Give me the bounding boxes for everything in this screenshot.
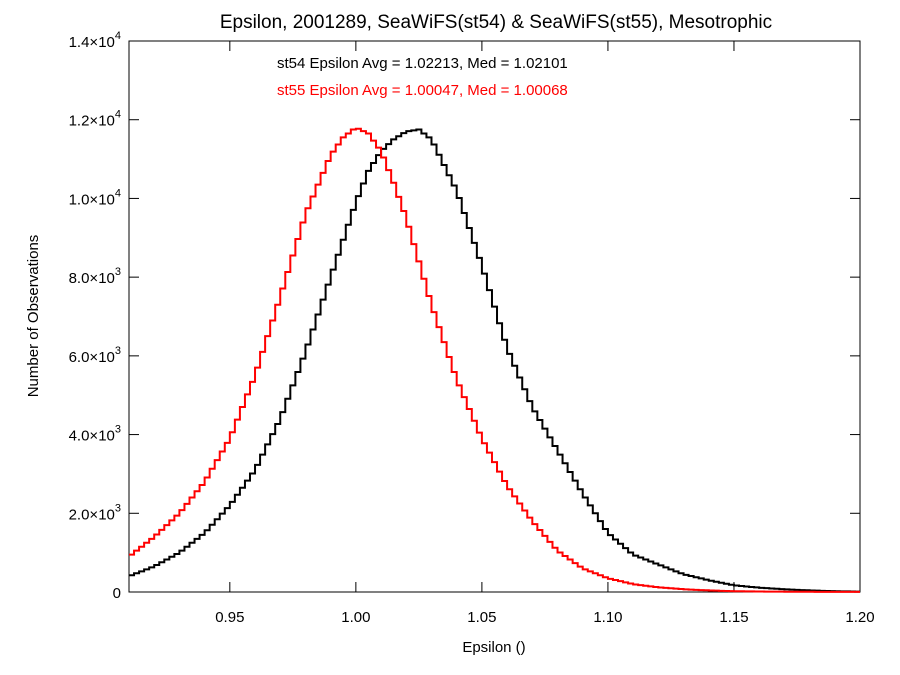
y-tick-label: 8.0×103: [69, 266, 121, 287]
series-line-st55: [129, 127, 860, 593]
x-axis: 0.95 1.00 1.05 1.10 1.15 1.20: [215, 41, 875, 626]
y-tick-label: 6.0×103: [69, 345, 121, 366]
y-tick-label: 0: [113, 585, 121, 602]
chart-title: Epsilon, 2001289, SeaWiFS(st54) & SeaWiF…: [220, 12, 772, 33]
x-tick-label: 1.10: [593, 609, 622, 626]
series-line-st54: [129, 128, 860, 593]
y-tick-label: 1.0×104: [69, 187, 121, 208]
annotation-st54: st54 Epsilon Avg = 1.02213, Med = 1.0210…: [277, 55, 568, 72]
y-tick-label: 1.4×104: [69, 30, 121, 51]
y-tick-label: 4.0×103: [69, 424, 121, 445]
y-axis: 0 2.0×103 4.0×103 6.0×103 8.0×103 1.0×104 1.2×…: [69, 30, 860, 602]
x-tick-label: 1.05: [467, 609, 496, 626]
y-axis-label: Number of Observations: [25, 235, 42, 398]
plot-frame: [128, 40, 861, 593]
series-layer: [129, 127, 860, 593]
x-tick-label: 1.00: [341, 609, 370, 626]
x-axis-label: Epsilon (): [462, 639, 525, 656]
annotation-st55: st55 Epsilon Avg = 1.00047, Med = 1.0006…: [277, 82, 568, 99]
x-tick-label: 1.15: [719, 609, 748, 626]
y-tick-label: 1.2×104: [69, 109, 121, 130]
y-tick-label: 2.0×103: [69, 502, 121, 523]
x-tick-label: 0.95: [215, 609, 244, 626]
x-tick-label: 1.20: [845, 609, 874, 626]
